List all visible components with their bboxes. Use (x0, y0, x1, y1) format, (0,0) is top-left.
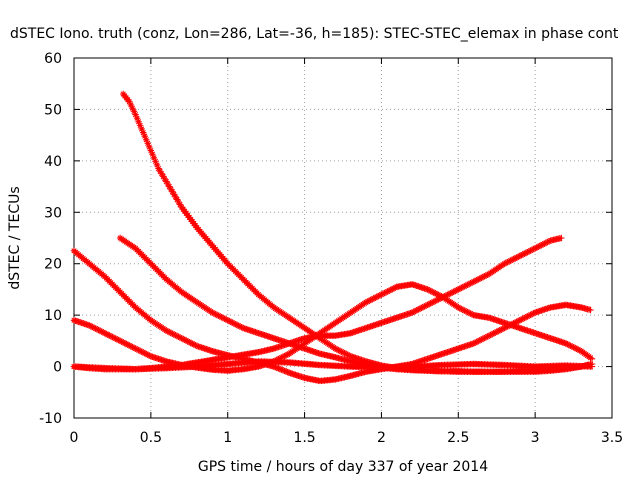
data-point (276, 365, 284, 373)
data-point (139, 129, 147, 136)
data-point (273, 364, 281, 372)
data-point (172, 193, 179, 201)
data-point (141, 132, 148, 140)
data-point (144, 140, 151, 147)
data-point (138, 125, 145, 133)
data-point (147, 147, 155, 154)
x-tick-label: 0 (70, 430, 79, 446)
data-point (130, 108, 138, 115)
data-point (173, 196, 181, 203)
data-point (133, 114, 141, 122)
x-tick-label: 1.5 (293, 430, 315, 446)
data-point (588, 363, 596, 370)
data-point (136, 122, 144, 129)
data-point (270, 363, 278, 370)
y-tick-label: 30 (44, 205, 62, 221)
data-point (164, 180, 171, 188)
data-point (558, 234, 565, 242)
data-point (153, 161, 161, 169)
data-point (284, 368, 291, 376)
data-point (587, 354, 594, 361)
x-axis-label: GPS time / hours of day 337 of year 2014 (198, 459, 488, 475)
y-axis-label: dSTEC / TECUs (7, 186, 23, 289)
data-point (588, 355, 596, 363)
x-tick-label: 0.5 (140, 430, 162, 446)
ticks: 0 0.5 1 1.5 2 2.5 3 3.5 -10 0 10 20 30 40 50 60 (39, 51, 623, 446)
data-point (167, 185, 175, 193)
y-tick-label: 20 (44, 257, 62, 273)
data-point (169, 188, 176, 195)
y-tick-label: 0 (53, 360, 62, 376)
series-5 (70, 358, 596, 373)
data-point (161, 175, 168, 183)
data-point (149, 150, 156, 158)
data-point (163, 178, 170, 185)
data-point (282, 368, 290, 375)
y-tick-label: -10 (39, 411, 62, 427)
x-tick-label: 3.5 (601, 430, 623, 446)
y-tick-label: 40 (44, 154, 62, 170)
data-point (158, 170, 165, 177)
y-tick-label: 10 (44, 308, 62, 324)
data-point (150, 154, 158, 161)
data-point (166, 183, 173, 190)
data-point (176, 201, 184, 208)
data-point (155, 165, 162, 172)
x-tick-label: 1 (223, 430, 232, 446)
data-point (587, 306, 594, 314)
data-point (127, 101, 135, 109)
data-point (135, 118, 142, 125)
data-point (275, 365, 282, 372)
data-point (132, 111, 139, 118)
x-tick-label: 2 (377, 430, 386, 446)
data-point (159, 173, 167, 180)
data-point (281, 367, 288, 375)
data-point (278, 366, 285, 373)
data-point (156, 167, 164, 175)
plot-frame (73, 57, 613, 419)
data-point (143, 136, 150, 143)
data-points (70, 90, 596, 385)
data-point (279, 367, 287, 374)
y-tick-label: 50 (44, 102, 62, 118)
y-tick-label: 60 (44, 51, 62, 67)
chart-title: dSTEC Iono. truth (conz, Lon=286, Lat=-3… (10, 26, 619, 42)
data-point (146, 143, 153, 151)
data-point (152, 158, 159, 165)
data-point (129, 104, 136, 112)
data-point (272, 363, 279, 371)
data-point (126, 98, 133, 105)
data-point (170, 191, 178, 198)
x-tick-label: 3 (531, 430, 540, 446)
x-tick-label: 2.5 (447, 430, 469, 446)
data-point (175, 198, 182, 206)
